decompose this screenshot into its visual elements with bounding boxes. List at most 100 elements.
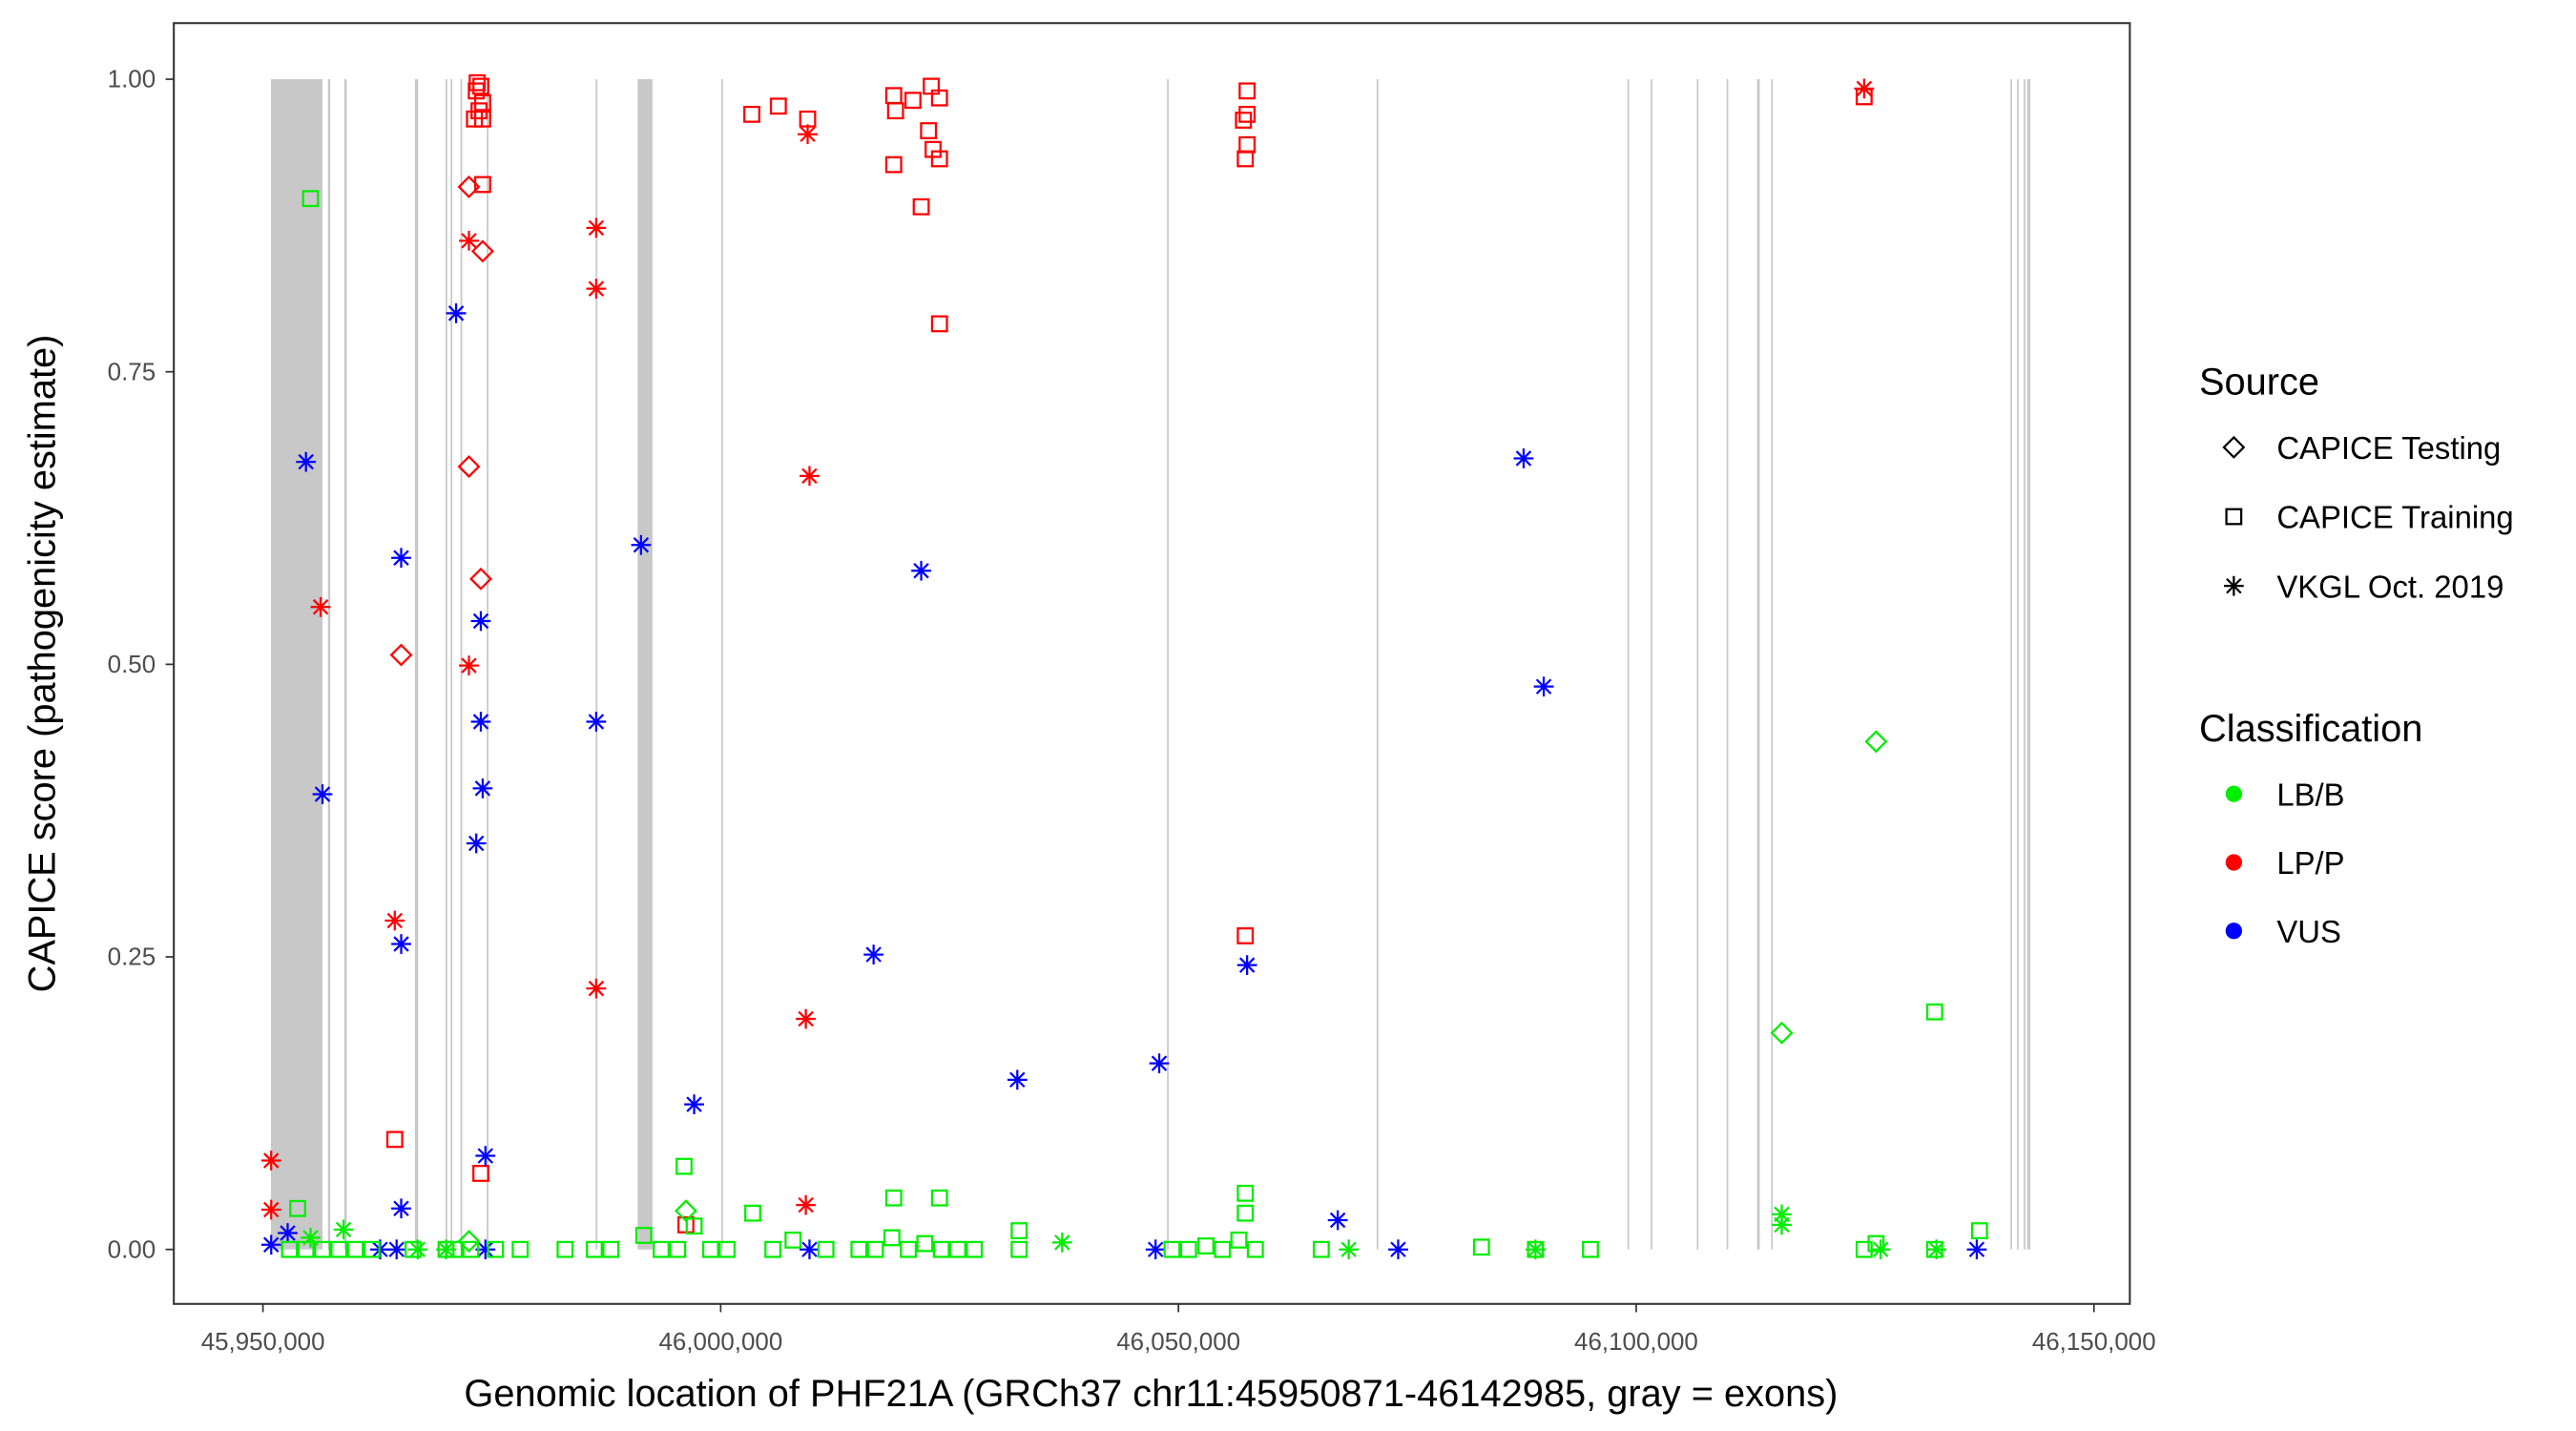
y-tick-label: 0.50 [108,652,156,678]
exon-band [1756,79,1760,1250]
data-point-training [1214,1240,1232,1258]
data-point-vkgl [384,910,405,931]
data-point-vkgl [407,1239,428,1260]
data-point-training [1246,1240,1264,1258]
exon-band [460,79,463,1250]
data-point-training [701,1240,719,1258]
data-point-vkgl [1145,1239,1166,1260]
data-point-training [744,1204,761,1222]
exon-band [637,79,653,1250]
exon-band [1627,79,1630,1250]
data-point-vkgl [684,1094,704,1114]
data-point-training [884,1189,903,1207]
data-point-vkgl [466,833,487,854]
exon-band [344,79,347,1250]
exon-band [1376,79,1379,1250]
data-point-vkgl [1966,1239,1987,1260]
data-point-vkgl [911,560,931,581]
data-point-training [1238,82,1257,100]
data-point-vkgl [1339,1239,1360,1260]
data-point-vkgl [1513,448,1534,468]
data-point-vkgl [436,1239,456,1260]
y-axis: 0.00 0.25 0.50 0.75 1.00 [108,67,175,1263]
data-point-vkgl [1007,1069,1028,1090]
exon-band [1726,79,1729,1250]
data-point-vkgl [1526,1239,1546,1260]
data-point-training [472,1165,489,1182]
data-point-training [1472,1238,1490,1256]
data-point-training [385,1130,404,1149]
data-point-vkgl [631,534,652,555]
data-point-vkgl [863,944,884,964]
y-tick-label: 0.75 [108,359,156,385]
data-point-vkgl [1926,1239,1947,1260]
legend-color-dot-icon [2225,923,2242,940]
exon-band [2010,79,2012,1250]
legend-class-label: VUS [2276,914,2341,949]
data-point-training [1238,135,1257,154]
data-point-vkgl [1772,1214,1792,1235]
data-point-vkgl [586,279,607,299]
data-point-vkgl [296,451,317,472]
data-point-training [1867,1234,1885,1253]
y-tick-label: 0.25 [108,944,156,971]
data-point-vkgl [1236,955,1257,975]
data-point-vkgl [800,1239,820,1260]
exon-band [1651,79,1652,1250]
data-point-testing [389,643,413,667]
data-point-training [884,156,903,174]
data-point-vkgl [472,778,493,798]
y-tick-label: 0.00 [108,1236,156,1263]
x-axis-title: Genomic location of PHF21A (GRCh37 chr11… [464,1373,1838,1415]
data-point-vkgl [586,218,607,238]
data-point-testing [457,1230,481,1254]
exon-band [414,79,419,1250]
x-tick-label: 46,150,000 [2032,1329,2156,1356]
exon-band [487,79,488,1250]
data-point-vkgl [586,712,607,732]
data-point-training [916,1234,934,1253]
data-point-training [743,105,760,123]
data-point-training [764,1240,781,1258]
exon-band [720,79,723,1250]
data-point-training [932,1240,950,1258]
data-point-vkgl [459,230,479,251]
data-point-training [289,1199,306,1217]
data-point-training [930,150,948,168]
data-point-vkgl [312,784,333,804]
data-point-training [602,1240,620,1258]
exon-band [2024,79,2025,1250]
data-point-training [1236,1184,1255,1202]
y-tick-label: 1.00 [108,67,156,93]
data-point-training [784,1231,802,1249]
data-point-vkgl [391,1198,411,1219]
legend-diamond-icon [2222,435,2246,459]
data-point-vkgl [798,124,818,145]
legend-classification-title: Classification [2199,708,2422,750]
data-point-training [1238,105,1257,123]
exon-bands [270,79,2031,1250]
data-point-training [685,1217,703,1235]
data-point-testing [470,239,494,263]
data-point-training [1925,1003,1943,1021]
y-axis-title: CAPICE score (pathogenicity estimate) [22,335,64,993]
data-point-vkgl [1854,78,1875,99]
data-point-vkgl [470,712,491,732]
exon-band [1167,79,1169,1250]
data-points [260,73,1988,1260]
data-point-training [1236,150,1255,168]
data-point-vkgl [391,548,411,569]
legend-color-dot-icon [2225,854,2242,871]
data-point-training [884,87,903,105]
data-point-vkgl [446,302,467,323]
data-point-vkgl [301,1228,321,1248]
data-point-vkgl [1327,1210,1348,1231]
data-point-training [886,102,904,120]
data-point-training [883,1229,901,1247]
data-point-training [1970,1222,1988,1239]
data-point-training [675,1157,693,1175]
data-point-training [904,92,922,110]
exon-band [327,79,331,1250]
data-point-testing [1864,730,1888,754]
